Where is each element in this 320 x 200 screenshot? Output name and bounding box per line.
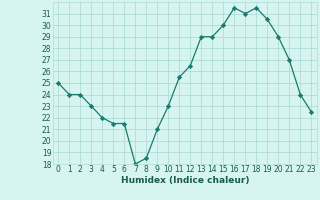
X-axis label: Humidex (Indice chaleur): Humidex (Indice chaleur) — [121, 176, 249, 185]
